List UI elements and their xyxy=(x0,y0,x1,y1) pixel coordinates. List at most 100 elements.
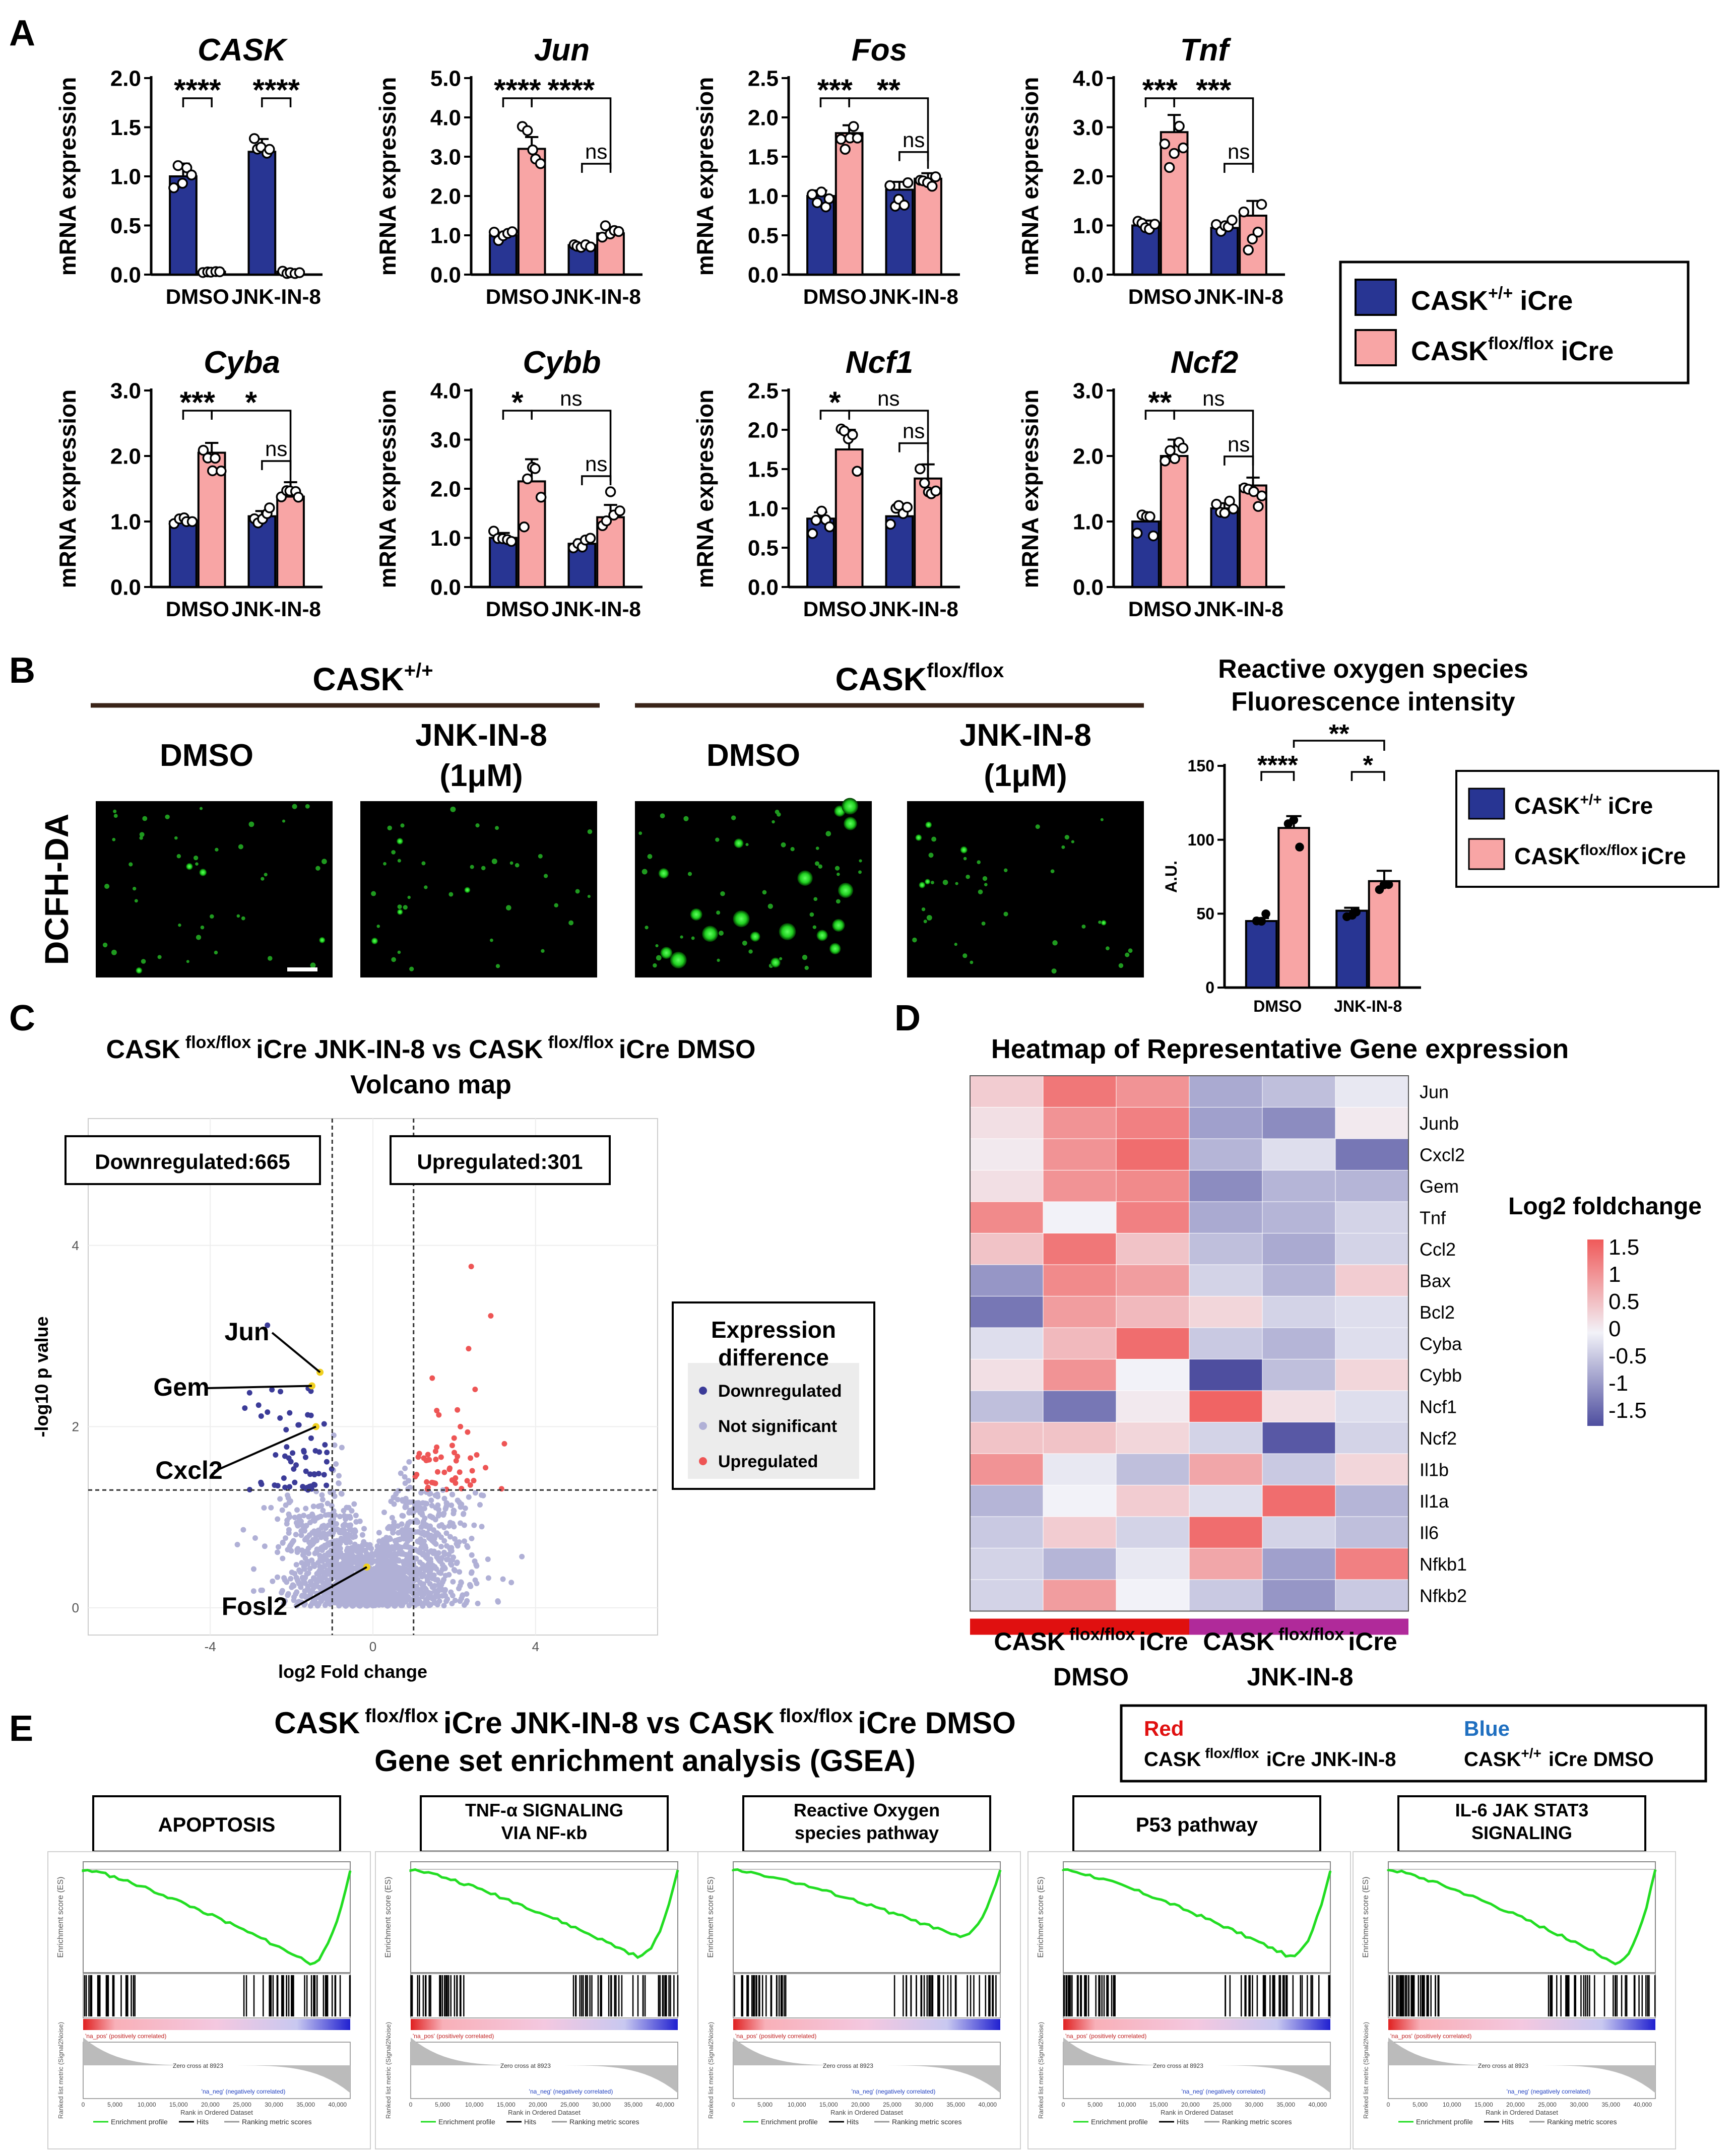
volcano-point xyxy=(377,1599,383,1605)
cell-dim xyxy=(383,862,387,866)
cell-bright xyxy=(670,951,687,968)
data-point xyxy=(1228,503,1239,514)
volcano-point xyxy=(438,1544,444,1550)
y-tick-label: 2.0 xyxy=(748,105,779,130)
data-point xyxy=(488,227,500,238)
data-point xyxy=(530,463,541,474)
metric-axis-label: Ranked list metric (Signal2Noise) xyxy=(1362,2022,1370,2119)
volcano-point xyxy=(352,1528,358,1534)
data-point xyxy=(1169,453,1180,465)
volcano-point xyxy=(260,1587,266,1593)
sig-label: * xyxy=(829,385,841,419)
cell-bright xyxy=(660,947,673,959)
volcano-point xyxy=(376,1558,382,1564)
volcano-y-tick: 4 xyxy=(72,1238,79,1253)
y-tick-label: 0.5 xyxy=(748,223,779,248)
legend-es: Enrichment profile xyxy=(1091,2118,1148,2126)
volcano-point xyxy=(285,1547,291,1553)
sig-bracket-between xyxy=(1293,740,1385,751)
cell-dim xyxy=(310,962,316,968)
gsea-plot-1: APOPTOSIS Enrichment score (ES) 'na_pos' (… xyxy=(47,1795,371,2149)
data-point xyxy=(930,171,941,182)
volcano-point xyxy=(310,1561,316,1568)
volcano-point xyxy=(425,1452,431,1458)
heatmap-cell xyxy=(970,1233,1044,1265)
volcano-point xyxy=(288,1576,294,1582)
gsea-x-tick: 20,000 xyxy=(1181,2101,1200,2108)
y-tick-label: 1.0 xyxy=(110,509,141,534)
volcano-point xyxy=(392,1603,398,1609)
data-point xyxy=(527,144,538,156)
volcano-point xyxy=(366,1576,372,1582)
heatmap-row-label: Bcl2 xyxy=(1420,1302,1455,1323)
volcano-point xyxy=(398,1582,404,1588)
volcano-point xyxy=(283,1535,289,1541)
data-point xyxy=(614,505,625,516)
cell-bright xyxy=(797,870,813,886)
heatmap-row-label: Nfkb1 xyxy=(1420,1554,1467,1575)
heatmap-cell xyxy=(1189,1327,1263,1359)
sig-bracket xyxy=(1224,163,1254,173)
volcano-point xyxy=(402,1465,408,1471)
cell-dim xyxy=(315,866,320,871)
cell-dim xyxy=(660,813,665,819)
volcano-point xyxy=(282,1484,288,1490)
hits-box xyxy=(83,1973,351,2018)
neg-corr-label: 'na_neg' (negatively correlated) xyxy=(529,2088,613,2095)
volcano-point xyxy=(313,1533,319,1539)
heatmap-group-label-1: CASK flox/flox iCre xyxy=(994,1625,1188,1656)
volcano-point xyxy=(426,1549,432,1555)
volcano-point xyxy=(290,1450,296,1456)
volcano-point xyxy=(462,1538,468,1544)
gsea-x-tick: 25,000 xyxy=(883,2101,902,2108)
data-point xyxy=(1147,530,1159,542)
chart-title: Fos xyxy=(852,33,907,68)
sig-bracket xyxy=(1260,771,1295,781)
volcano-point xyxy=(296,1514,302,1520)
cell-dim xyxy=(282,819,286,823)
volcano-point xyxy=(441,1538,447,1544)
volcano-point xyxy=(336,1562,342,1568)
heatmap-cell xyxy=(970,1516,1044,1548)
volcano-point xyxy=(297,1569,303,1575)
data-point xyxy=(852,466,863,477)
cell-dim xyxy=(568,920,574,926)
cell-dim xyxy=(176,854,181,859)
gene-set-name: IL-6 JAK STAT3 xyxy=(1455,1800,1589,1820)
volcano-point xyxy=(495,1599,501,1605)
gsea-blue-group: CASK+/+ iCre DMSO xyxy=(1464,1745,1654,1771)
gene-label: Jun xyxy=(225,1318,270,1346)
heatmap-cell xyxy=(1262,1107,1336,1139)
gene-set-name: species pathway xyxy=(795,1822,939,1843)
cell-dim xyxy=(157,955,162,959)
volcano-point xyxy=(431,1527,437,1533)
heatmap-cell xyxy=(970,1296,1044,1328)
volcano-point xyxy=(407,1527,413,1533)
sig-label: ns xyxy=(585,452,607,476)
volcano-legend: Expression difference Downregulated Not … xyxy=(672,1301,875,1490)
heatmap-cell xyxy=(1189,1075,1263,1107)
es-box xyxy=(1388,1861,1656,1973)
volcano-point xyxy=(458,1520,464,1526)
sig-label: *** xyxy=(1142,73,1178,107)
volcano-point xyxy=(416,1451,422,1457)
volcano-point xyxy=(451,1435,457,1441)
volcano-point xyxy=(312,1448,318,1454)
cell-bright xyxy=(842,798,859,815)
data-point xyxy=(848,121,859,132)
ros-chart-title-1: Reactive oxygen species xyxy=(1218,655,1528,684)
heatmap-legend-title: Log2 foldchange xyxy=(1508,1193,1702,1220)
volcano-point xyxy=(398,1470,404,1476)
volcano-point xyxy=(453,1480,459,1486)
volcano-point xyxy=(449,1600,455,1606)
volcano-point xyxy=(404,1555,410,1561)
volcano-point xyxy=(252,1535,258,1541)
volcano-point xyxy=(336,1473,342,1479)
enrichment-curve xyxy=(1062,1868,1332,1958)
y-tick-label: 2.0 xyxy=(430,477,461,501)
heatmap-cell xyxy=(1189,1170,1263,1202)
volcano-point xyxy=(406,1561,412,1567)
heatmap-cell xyxy=(1043,1264,1117,1296)
volcano-point xyxy=(348,1522,354,1528)
volcano-point xyxy=(324,1581,330,1587)
